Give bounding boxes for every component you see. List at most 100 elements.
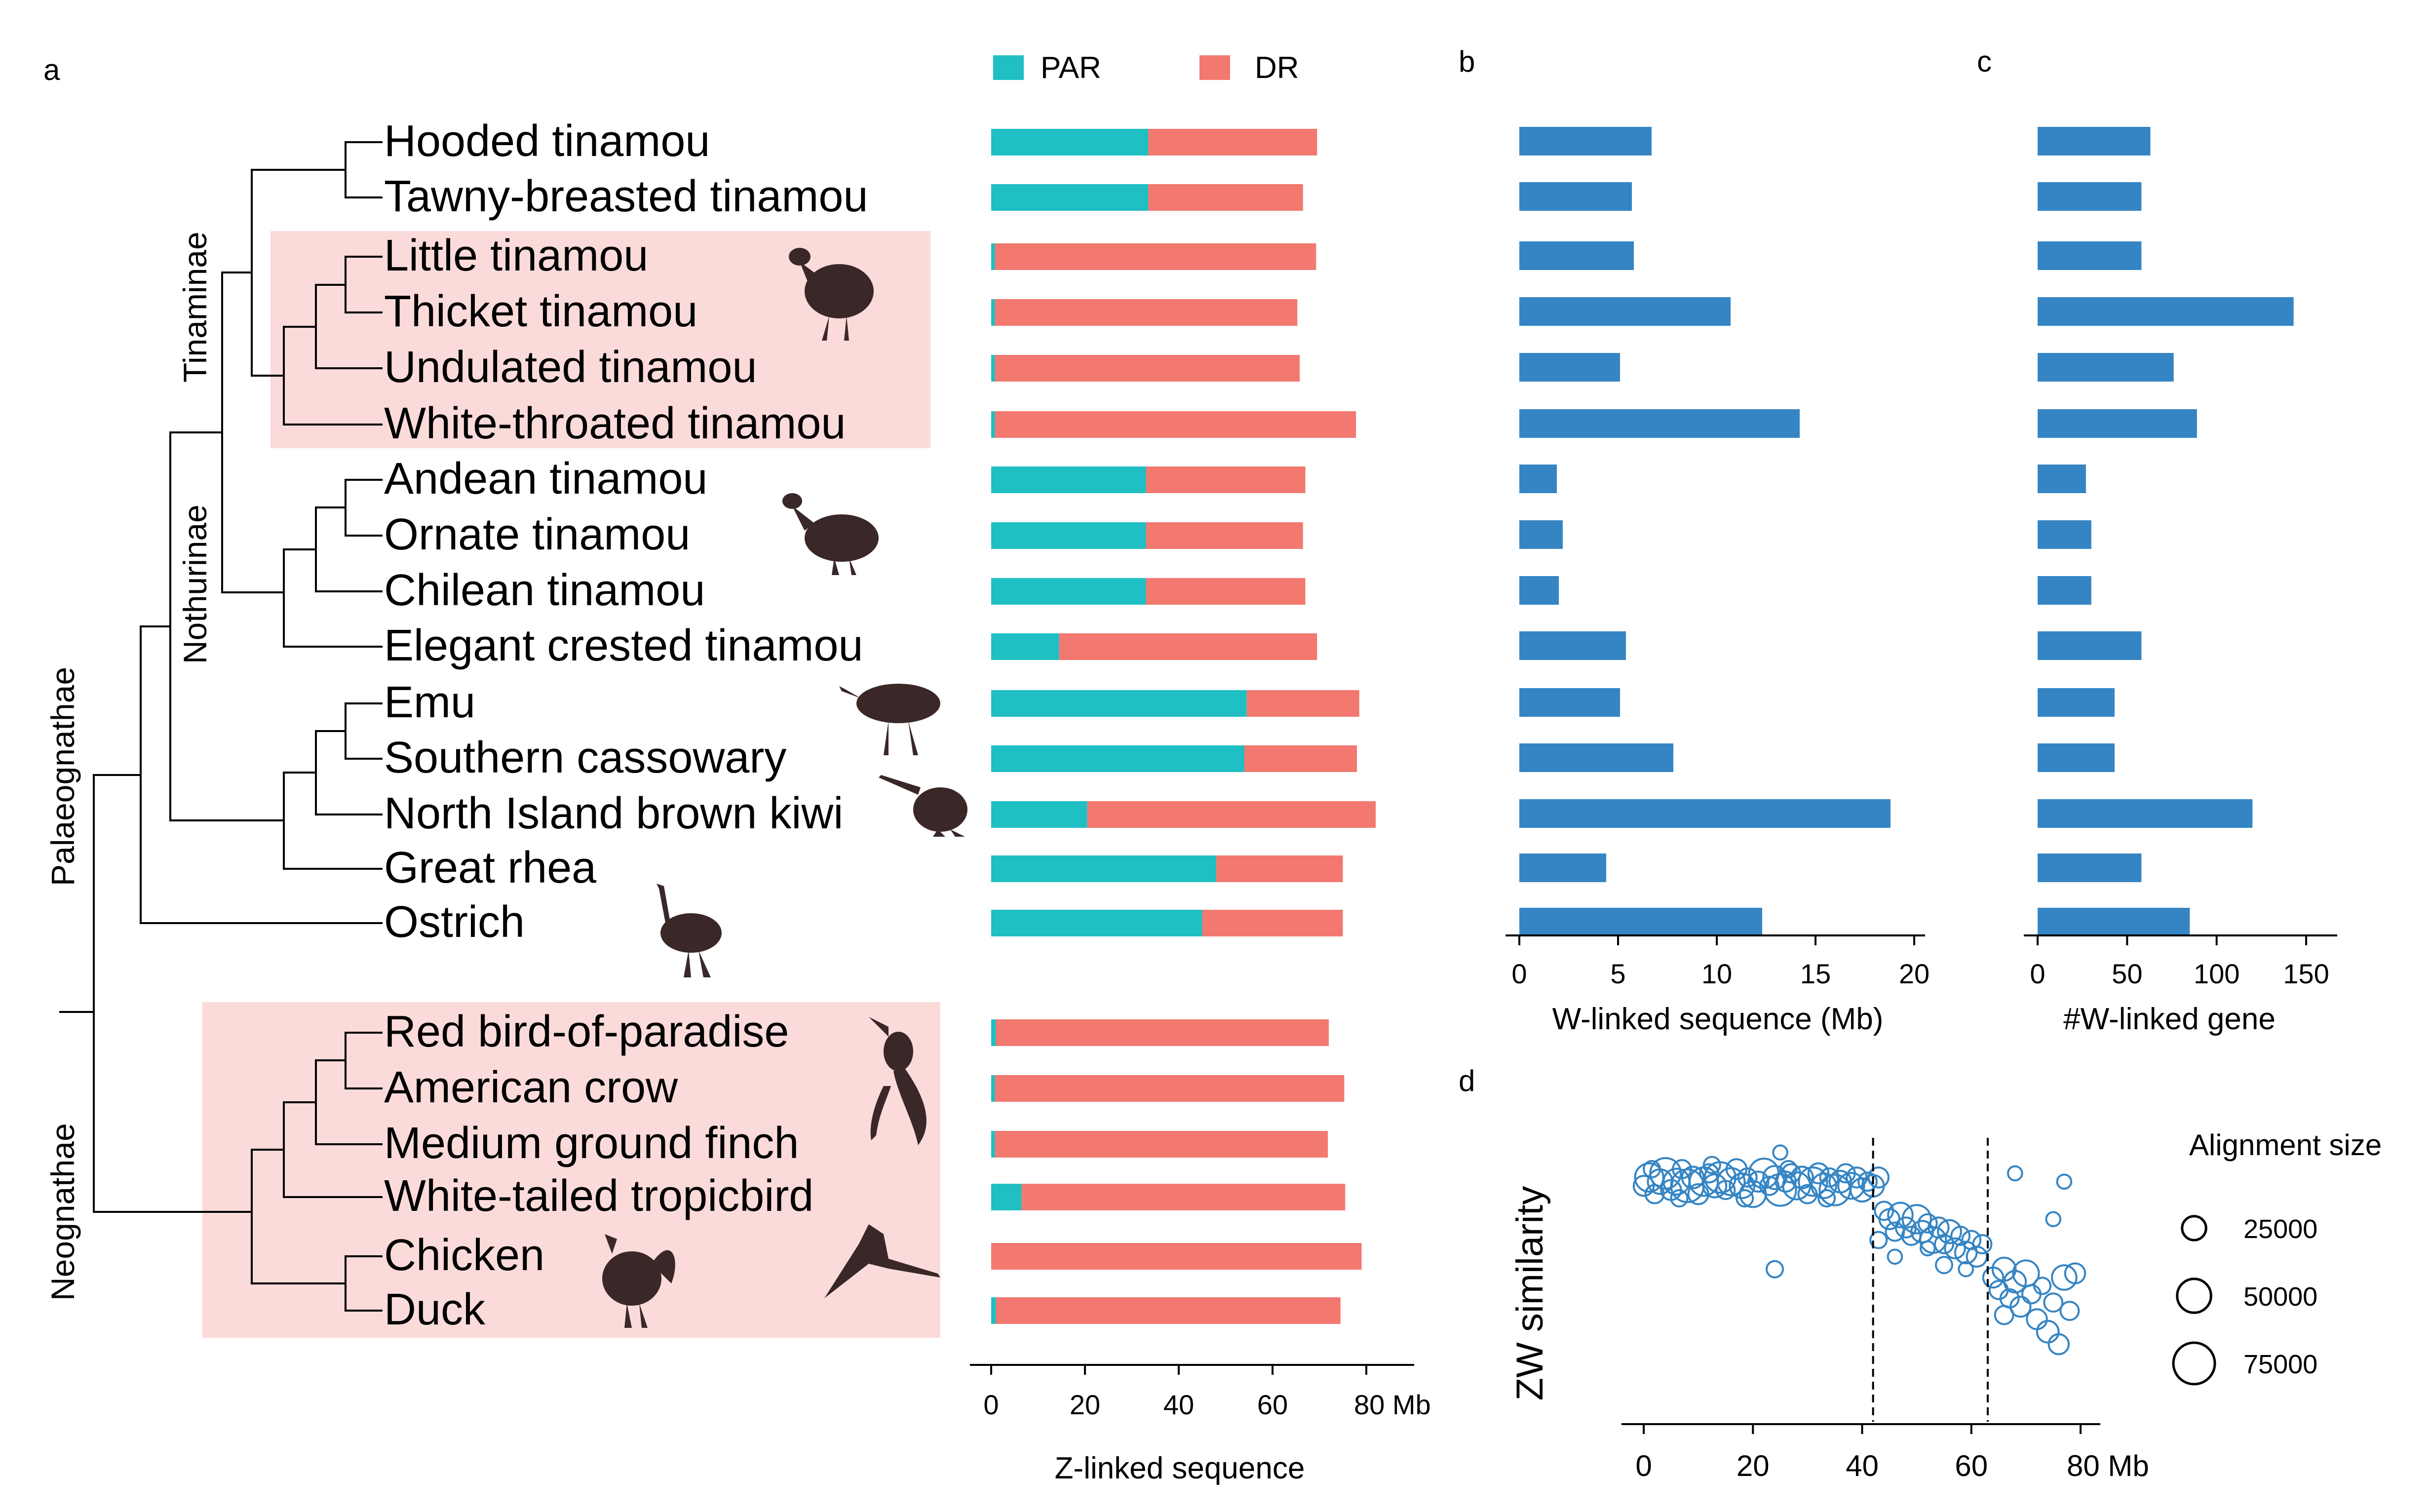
d-size-legend-title: Alignment size <box>2189 1128 2382 1162</box>
bar-w-genes-andean-tinamou <box>2038 465 2086 493</box>
scatter-point <box>1837 1172 1865 1200</box>
scatter-point <box>1994 1305 2014 1325</box>
species-label-elegant-crested-tinamou: Elegant crested tinamou <box>384 621 863 670</box>
bar-dr-chicken <box>991 1243 1362 1270</box>
bar-w-genes-ornate-tinamou <box>2038 520 2091 549</box>
a-x-axis-label: Z-linked sequence <box>1055 1451 1305 1485</box>
d-x-tick-label: 20 <box>1737 1449 1770 1482</box>
bar-w-seq-emu <box>1519 688 1620 717</box>
size-legend-label: 25000 <box>2243 1214 2317 1244</box>
size-legend-label: 50000 <box>2243 1282 2317 1312</box>
b-x-tick-label: 5 <box>1610 958 1625 989</box>
bar-w-seq-little-tinamou <box>1519 241 1634 270</box>
species-label-red-bird-of-paradise: Red bird-of-paradise <box>384 1007 789 1056</box>
scatter-point <box>1972 1234 1993 1254</box>
scatter-point <box>2007 1165 2023 1182</box>
panel-label-a: a <box>43 53 60 86</box>
scatter-point <box>1716 1167 1746 1197</box>
bar-dr-elegant-crested-tinamou <box>1059 633 1317 660</box>
bar-par-white-tailed-tropicbird <box>991 1184 1022 1210</box>
species-label-north-island-brown-kiwi: North Island brown kiwi <box>384 789 843 838</box>
bar-w-genes-southern-cassowary <box>2038 743 2115 772</box>
bar-w-seq-north-island-brown-kiwi <box>1519 799 1891 828</box>
legend-label-par: PAR <box>1041 51 1101 85</box>
species-label-southern-cassowary: Southern cassowary <box>384 733 786 782</box>
scatter-point <box>1797 1184 1818 1204</box>
tropicbird-silhouette-icon <box>824 1224 940 1298</box>
panel-label-c: c <box>1977 45 1992 78</box>
bar-dr-white-throated-tinamou <box>995 411 1356 438</box>
panel-label-b: b <box>1459 45 1475 78</box>
scatter-point <box>1919 1240 1936 1257</box>
bar-dr-emu <box>1246 690 1359 717</box>
chart-zw-similarity: ZW similarity 0 20 40 60 80 Mb Alignment siz… <box>1509 1128 2382 1482</box>
d-x-tick-label: 0 <box>1635 1449 1652 1482</box>
legend-swatch-dr <box>1199 55 1230 80</box>
bar-dr-great-rhea <box>1216 855 1343 882</box>
a-x-tick-label: 20 <box>1070 1389 1100 1420</box>
bar-par-chilean-tinamou <box>991 578 1146 605</box>
bird-of-paradise-silhouette-icon <box>869 1017 927 1145</box>
bar-w-genes-emu <box>2038 688 2115 717</box>
bar-w-genes-tawny-breasted-tinamou <box>2038 182 2142 211</box>
species-label-white-tailed-tropicbird: White-tailed tropicbird <box>384 1171 813 1221</box>
species-label-medium-ground-finch: Medium ground finch <box>384 1119 799 1168</box>
bar-w-genes-white-throated-tinamou <box>2038 409 2197 438</box>
bar-w-seq-ostrich <box>1519 908 1762 936</box>
bar-par-american-crow <box>991 1075 995 1102</box>
bar-dr-ostrich <box>1202 910 1343 936</box>
scatter-point <box>1950 1226 1971 1246</box>
bar-dr-red-bird-of-paradise <box>996 1019 1329 1046</box>
b-x-tick-label: 10 <box>1701 958 1732 989</box>
a-x-tick-label: 60 <box>1257 1389 1288 1420</box>
bar-w-seq-white-throated-tinamou <box>1519 409 1800 438</box>
scatter-point <box>1934 1256 1953 1275</box>
scatter-point <box>1736 1189 1754 1208</box>
bar-dr-little-tinamou <box>995 243 1316 270</box>
chart-w-linked-genes: 0 50 100 150 #W-linked gene <box>2024 127 2337 1036</box>
bar-par-emu <box>991 690 1247 717</box>
bar-w-genes-hooded-tinamou <box>2038 127 2151 155</box>
panel-label-d: d <box>1459 1064 1475 1097</box>
scatter-point <box>2064 1262 2086 1284</box>
bar-w-genes-chilean-tinamou <box>2038 576 2091 605</box>
c-x-tick-label: 50 <box>2112 958 2142 989</box>
bar-w-genes-little-tinamou <box>2038 241 2142 270</box>
scatter-point <box>1867 1166 1890 1189</box>
legend-label-dr: DR <box>1255 51 1299 85</box>
bar-w-genes-undulated-tinamou <box>2038 353 2174 382</box>
species-label-emu: Emu <box>384 678 475 727</box>
species-label-andean-tinamou: Andean tinamou <box>384 454 708 504</box>
scatter-point <box>1958 1261 1974 1278</box>
c-x-tick-label: 150 <box>2283 958 2329 989</box>
scatter-point <box>2003 1270 2027 1294</box>
species-label-duck: Duck <box>384 1285 486 1334</box>
b-x-tick-label: 0 <box>1511 958 1527 989</box>
a-x-tick-label: 0 <box>983 1389 999 1420</box>
d-x-tick-label: 60 <box>1955 1449 1988 1482</box>
scatter-point <box>2045 1211 2061 1228</box>
scatter-point <box>1670 1189 1689 1208</box>
scatter-point <box>1811 1172 1837 1200</box>
bar-par-duck <box>991 1297 996 1324</box>
emu-silhouette-icon <box>839 684 940 755</box>
scatter-point <box>2021 1284 2042 1305</box>
species-label-great-rhea: Great rhea <box>384 843 597 892</box>
scatter-point <box>2059 1301 2080 1321</box>
scatter-point <box>1765 1260 1784 1279</box>
c-x-tick-label: 0 <box>2030 958 2045 989</box>
bar-w-genes-ostrich <box>2038 908 2190 936</box>
species-label-thicket-tinamou: Thicket tinamou <box>384 287 697 336</box>
scatter-point <box>1729 1172 1755 1200</box>
scatter-point <box>1702 1173 1728 1199</box>
species-label-chicken: Chicken <box>384 1231 544 1280</box>
bar-par-andean-tinamou <box>991 466 1146 493</box>
bar-par-tawny-breasted-tinamou <box>991 184 1149 211</box>
scatter-point <box>2043 1292 2064 1313</box>
bar-par-north-island-brown-kiwi <box>991 801 1087 828</box>
clade-label-tinaminae: Tinaminae <box>177 232 213 383</box>
chart-z-linked: PAR DR 0 20 40 60 80 Mb Z-linked sequence <box>970 51 1431 1485</box>
b-x-tick-label: 15 <box>1800 958 1831 989</box>
bar-par-red-bird-of-paradise <box>991 1019 996 1046</box>
species-label-ornate-tinamou: Ornate tinamou <box>384 510 690 559</box>
